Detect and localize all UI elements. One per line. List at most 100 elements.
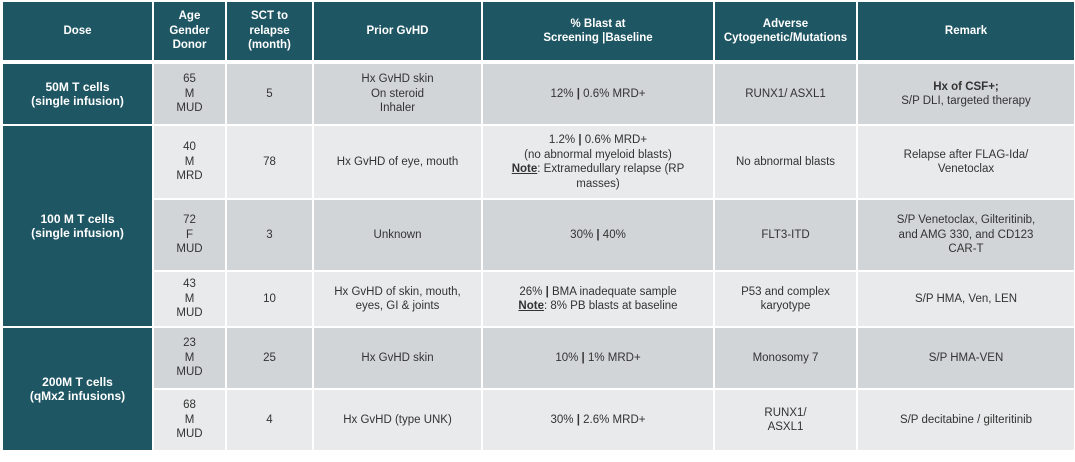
text-segment: 65 bbox=[183, 73, 196, 86]
sct-to-relapse-cell: 25 bbox=[225, 326, 314, 390]
text-line: Relapse after FLAG-Ida/ bbox=[862, 148, 1070, 163]
text-segment: and AMG 330, and CD123 bbox=[898, 228, 1034, 241]
text-line: 23 bbox=[158, 336, 221, 351]
text-segment: : Extramedullary relapse (RP bbox=[537, 163, 685, 175]
sct-to-relapse-cell: 5 bbox=[225, 61, 314, 126]
age-gender-donor-cell: 43 M MUD bbox=[152, 270, 227, 328]
text-segment: S/P DLI, targeted therapy bbox=[901, 95, 1031, 107]
text-line: Unknown bbox=[318, 228, 477, 243]
header-sct-to-relapse: SCT to relapse (month) bbox=[225, 0, 314, 63]
text-line: Hx GvHD skin bbox=[318, 72, 477, 87]
patient-table: Dose Age Gender Donor SCT to relapse (month) Pr… bbox=[1, 0, 1075, 452]
text-segment: 78 bbox=[263, 155, 276, 168]
text-segment: 2.6% MRD+ bbox=[579, 413, 646, 426]
text-segment: Inhaler bbox=[379, 102, 416, 115]
text-segment: Unknown bbox=[373, 228, 422, 241]
age-gender-donor-cell: 23 M MUD bbox=[152, 326, 227, 390]
text-line: 100 M T cells bbox=[40, 211, 115, 226]
text-line: Dose bbox=[63, 24, 92, 37]
text-line: 26% | BMA inadequate sample bbox=[487, 285, 709, 300]
text-segment: 72 bbox=[183, 214, 196, 227]
text-segment: | bbox=[596, 228, 600, 241]
text-line: S/P DLI, targeted therapy bbox=[862, 94, 1070, 109]
text-segment: M bbox=[184, 87, 195, 100]
blast-percent-cell: 26% | BMA inadequate sample Note: 8% PB b… bbox=[481, 270, 715, 328]
text-line: Hx GvHD of eye, mouth bbox=[318, 155, 477, 170]
text-segment: CAR-T bbox=[948, 243, 984, 256]
text-segment: Hx GvHD of eye, mouth bbox=[336, 155, 459, 168]
text-line: M bbox=[158, 413, 221, 428]
text-line: (qMx2 infusions) bbox=[29, 389, 126, 403]
text-line: 50M T cells bbox=[45, 79, 110, 94]
text-segment: S/P decitabine / gilteritinib bbox=[899, 413, 1033, 426]
text-segment: MUD bbox=[176, 102, 203, 115]
text-line: relapse bbox=[249, 24, 290, 37]
text-line: Hx GvHD (type UNK) bbox=[318, 413, 477, 428]
adverse-cytogenetics-cell: FLT3-ITD bbox=[713, 198, 858, 272]
text-line: Adverse bbox=[762, 17, 809, 30]
text-segment: S/P HMA, Ven, LEN bbox=[914, 292, 1018, 305]
blast-percent-cell: 12% | 0.6% MRD+ bbox=[481, 61, 715, 126]
adverse-cytogenetics-cell: Monosomy 7 bbox=[713, 326, 858, 390]
text-segment: Hx GvHD of skin, mouth, bbox=[334, 285, 461, 298]
text-line: 30% | 40% bbox=[487, 228, 709, 243]
text-line: 65 bbox=[158, 72, 221, 87]
text-line: 72 bbox=[158, 213, 221, 228]
text-line: FLT3-ITD bbox=[719, 228, 852, 243]
text-line: (month) bbox=[248, 39, 291, 52]
text-line: Cytogenetic/Mutations bbox=[723, 32, 848, 44]
text-line: 10% | 1% MRD+ bbox=[487, 351, 709, 366]
text-segment: Hx GvHD skin bbox=[361, 73, 434, 86]
text-line: (single infusion) bbox=[31, 226, 124, 240]
text-line: Hx of CSF+; bbox=[862, 80, 1070, 95]
text-segment: eyes, GI & joints bbox=[355, 300, 440, 312]
text-segment: 25 bbox=[263, 351, 276, 364]
dose-cell: 200M T cells (qMx2 infusions) bbox=[1, 326, 154, 452]
text-segment: BMA inadequate sample bbox=[548, 285, 677, 298]
text-line: 3 bbox=[231, 228, 308, 243]
adverse-cytogenetics-cell: RUNX1/ASXL1 bbox=[713, 388, 858, 452]
text-line: MUD bbox=[158, 427, 221, 442]
remark-cell: S/P HMA, Ven, LEN bbox=[856, 270, 1075, 328]
text-line: MRD bbox=[158, 169, 221, 184]
prior-gvhd-cell: Hx GvHD of eye, mouth bbox=[312, 124, 483, 200]
text-line: (single infusion) bbox=[31, 94, 124, 108]
text-segment: RUNX1/ bbox=[764, 406, 807, 419]
text-line: 4 bbox=[231, 413, 308, 428]
text-line: 43 bbox=[158, 277, 221, 292]
adverse-cytogenetics-cell: No abnormal blasts bbox=[713, 124, 858, 200]
adverse-cytogenetics-cell: P53 and complex karyotype bbox=[713, 270, 858, 328]
text-segment: Note bbox=[518, 300, 544, 312]
text-line: Prior GvHD bbox=[366, 24, 429, 37]
text-line: MUD bbox=[158, 242, 221, 257]
text-segment: RUNX1/ ASXL1 bbox=[745, 87, 826, 100]
text-segment: 0.6% MRD+ bbox=[581, 134, 648, 146]
text-segment: 5 bbox=[266, 87, 273, 100]
text-segment: MUD bbox=[176, 428, 203, 441]
sct-to-relapse-cell: 78 bbox=[225, 124, 314, 200]
text-segment: 30% bbox=[550, 413, 577, 426]
text-segment: P53 and complex bbox=[741, 285, 830, 298]
text-line: S/P Venetoclax, Gilteritinib, bbox=[862, 213, 1070, 228]
text-segment: Hx of CSF+; bbox=[933, 80, 999, 93]
text-segment: 0.6% MRD+ bbox=[579, 87, 646, 100]
blast-percent-cell: 30% | 2.6% MRD+ bbox=[481, 388, 715, 452]
text-line: RUNX1/ bbox=[719, 406, 852, 421]
text-segment: Venetoclax bbox=[937, 163, 995, 175]
prior-gvhd-cell: Hx GvHD skin bbox=[312, 326, 483, 390]
prior-gvhd-cell: Unknown bbox=[312, 198, 483, 272]
text-line: RUNX1/ ASXL1 bbox=[719, 87, 852, 102]
header-remark: Remark bbox=[856, 0, 1075, 63]
text-segment: ASXL1 bbox=[767, 421, 804, 433]
text-line: 78 bbox=[231, 155, 308, 170]
text-segment: | bbox=[581, 351, 585, 364]
text-segment: Monosomy 7 bbox=[752, 351, 819, 364]
header-prior-gvhd: Prior GvHD bbox=[312, 0, 483, 63]
adverse-cytogenetics-cell: RUNX1/ ASXL1 bbox=[713, 61, 858, 126]
text-segment: S/P HMA-VEN bbox=[928, 351, 1004, 364]
text-line: M bbox=[158, 351, 221, 366]
text-line: Gender bbox=[169, 24, 210, 37]
text-segment: 40% bbox=[599, 228, 626, 241]
text-line: 40 bbox=[158, 140, 221, 155]
text-line: P53 and complex bbox=[719, 285, 852, 300]
